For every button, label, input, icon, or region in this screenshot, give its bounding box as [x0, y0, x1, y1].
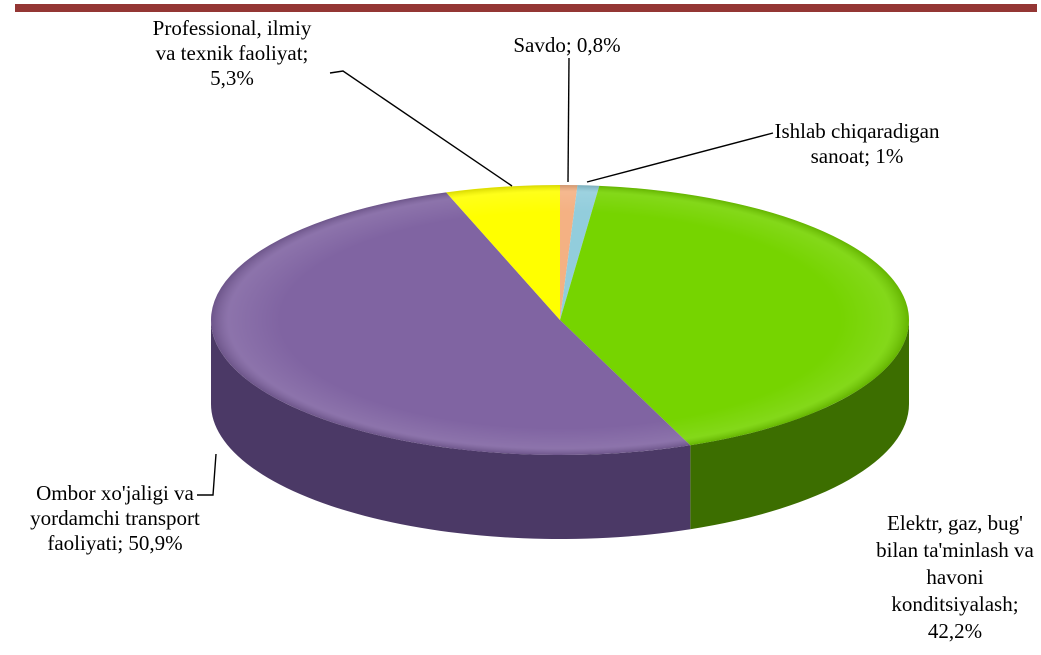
- leader-line-ishlab-chiqaradigan-sanoat: [586, 132, 774, 183]
- leader-lines: [197, 57, 774, 496]
- data-label-line: Elektr, gaz, bug': [887, 511, 1023, 535]
- data-label-line: bilan ta'minlash va: [876, 538, 1034, 562]
- pie-side-elektr-gaz-bug-bilan-ta-minlash-va-havoni-konditsiyalash: [690, 320, 909, 530]
- data-label-line: Ombor xo'jaligi va: [36, 481, 194, 505]
- pie-side-ombor-xo-jaligi-va-yordamchi-transport-faoliyati: [211, 320, 691, 539]
- data-label-line: Savdo; 0,8%: [513, 33, 620, 57]
- leader-line-professional-ilmiy-va-texnik-faoliyat: [329, 70, 513, 187]
- top-rule: [15, 4, 1037, 12]
- data-label-line: va texnik faoliyat;: [156, 41, 309, 65]
- data-label-savdo: Savdo; 0,8%: [513, 33, 620, 57]
- pie-rim-shading: [211, 185, 909, 455]
- data-label-elektr-gaz-bug-bilan-ta-minlash-va-havoni-konditsiyalash: Elektr, gaz, bug' bilan ta'minlash va havo…: [876, 511, 1034, 643]
- data-label-line: Ishlab chiqaradigan: [774, 119, 940, 143]
- data-label-line: yordamchi transport: [30, 506, 200, 530]
- data-label-ombor-xo-jaligi-va-yordamchi-transport-faoliyati: Ombor xo'jaligi va yordamchi transport fao…: [30, 481, 200, 555]
- data-label-line: havoni: [926, 565, 983, 589]
- data-label-line: 42,2%: [928, 619, 982, 643]
- leader-line-savdo: [567, 57, 570, 183]
- data-label-line: 5,3%: [210, 66, 254, 90]
- data-label-line: sanoat; 1%: [811, 144, 904, 168]
- data-label-line: Professional, ilmiy: [153, 16, 312, 40]
- data-label-line: konditsiyalash;: [891, 592, 1018, 616]
- data-labels: Savdo; 0,8% Ishlab chiqaradigan sanoat; 1%…: [30, 16, 1034, 643]
- data-label-ishlab-chiqaradigan-sanoat: Ishlab chiqaradigan sanoat; 1%: [774, 119, 940, 168]
- data-label-line: faoliyati; 50,9%: [47, 531, 182, 555]
- data-label-professional-ilmiy-va-texnik-faoliyat: Professional, ilmiy va texnik faoliyat; 5,…: [153, 16, 312, 90]
- pie-side-layer: [211, 320, 909, 539]
- leader-line-ombor-xo-jaligi-va-yordamchi-transport-faoliyati: [197, 453, 217, 496]
